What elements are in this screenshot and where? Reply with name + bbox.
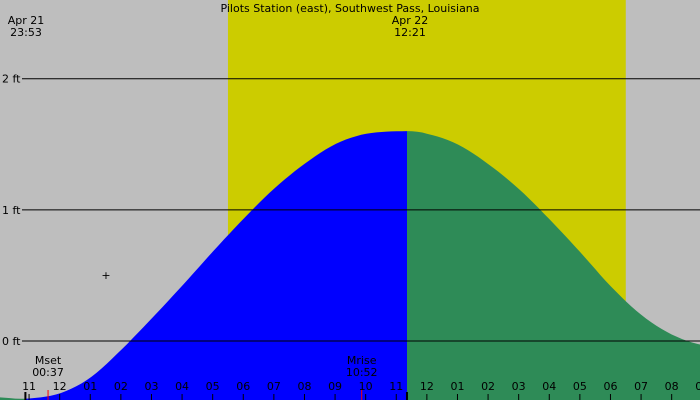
rising-tide-area <box>25 131 408 400</box>
moon-event-label: Mrise <box>347 354 377 367</box>
x-tick-label: 05 <box>206 380 220 393</box>
x-tick-label: 01 <box>450 380 464 393</box>
plus-marker: + <box>101 269 110 282</box>
x-tick-label: 08 <box>297 380 311 393</box>
x-tick-label: 12 <box>53 380 67 393</box>
x-tick-label: 06 <box>236 380 250 393</box>
moon-event-time: 00:37 <box>32 366 64 379</box>
x-tick-label: 01 <box>83 380 97 393</box>
x-tick-label: 02 <box>114 380 128 393</box>
x-tick-label: 07 <box>634 380 648 393</box>
center-time-label: 12:21 <box>394 26 426 39</box>
x-tick-label: 12 <box>420 380 434 393</box>
x-tick-label: 09 <box>695 380 700 393</box>
x-tick-label: 06 <box>603 380 617 393</box>
x-tick-label: 11 <box>22 380 36 393</box>
chart-title: Pilots Station (east), Southwest Pass, L… <box>220 2 479 15</box>
x-tick-label: 11 <box>389 380 403 393</box>
x-tick-label: 10 <box>359 380 373 393</box>
x-tick-label: 05 <box>573 380 587 393</box>
x-tick-label: 04 <box>175 380 189 393</box>
y-tick-label: 1 ft <box>2 204 21 217</box>
y-tick-labels: 0 ft 1 ft 2 ft <box>2 73 21 348</box>
x-tick-label: 02 <box>481 380 495 393</box>
left-date-label: Apr 21 <box>8 14 45 27</box>
center-date-label: Apr 22 <box>392 14 429 27</box>
falling-tide-area-right <box>407 131 700 400</box>
x-tick-labels: 11 12 01 02 03 04 05 06 07 08 09 10 11 12 01 02 03 04 05 06… <box>22 380 700 400</box>
moon-event-time: 10:52 <box>346 366 378 379</box>
moon-event-label: Mset <box>35 354 62 367</box>
x-tick-label: 08 <box>665 380 679 393</box>
y-tick-label: 0 ft <box>2 335 21 348</box>
x-tick-label: 03 <box>512 380 526 393</box>
left-time-label: 23:53 <box>10 26 42 39</box>
y-tick-label: 2 ft <box>2 73 21 86</box>
x-tick-label: 03 <box>144 380 158 393</box>
falling-tide-area-left <box>0 397 26 400</box>
tide-extreme-markers: + <box>24 269 408 400</box>
gridlines <box>22 78 700 342</box>
x-tick-label: 09 <box>328 380 342 393</box>
x-tick-label: 04 <box>542 380 556 393</box>
x-tick-label: 07 <box>267 380 281 393</box>
